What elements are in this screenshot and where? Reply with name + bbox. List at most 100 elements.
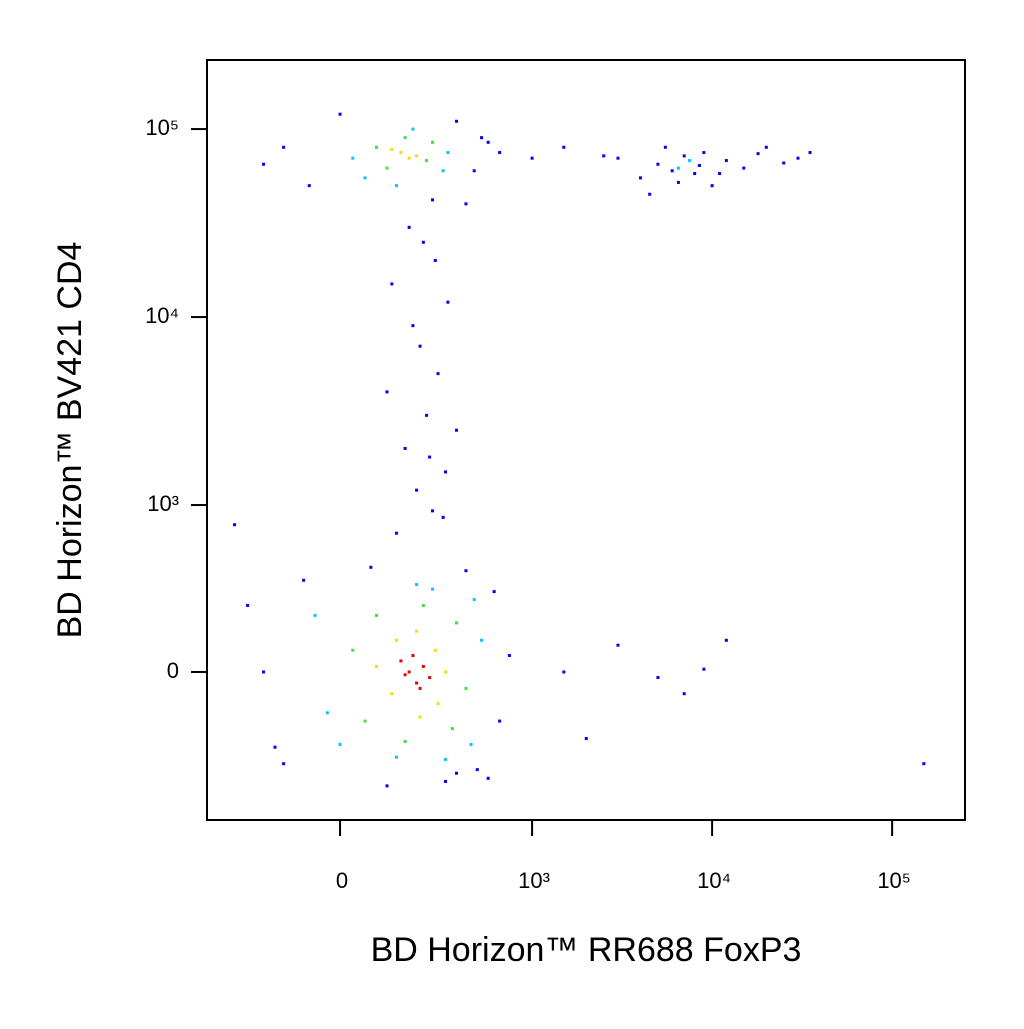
dot xyxy=(507,654,511,658)
dot xyxy=(616,156,620,160)
dot xyxy=(436,372,440,376)
dot xyxy=(307,184,311,188)
dot xyxy=(498,151,502,155)
dot xyxy=(425,413,429,417)
dot xyxy=(369,565,373,569)
dot xyxy=(670,169,674,173)
dot xyxy=(444,670,448,674)
dot xyxy=(411,127,415,131)
dot xyxy=(663,145,667,149)
dot xyxy=(464,686,468,690)
dot xyxy=(374,145,378,149)
dot xyxy=(407,670,411,674)
dot xyxy=(444,470,448,474)
dot xyxy=(418,344,422,348)
dot xyxy=(433,258,437,262)
dot xyxy=(385,784,389,788)
dot xyxy=(421,603,425,607)
dot xyxy=(374,664,378,668)
dot xyxy=(431,140,435,144)
plot-frame xyxy=(206,59,966,821)
dot xyxy=(480,638,484,642)
dot xyxy=(403,446,407,450)
dot xyxy=(390,692,394,696)
dot xyxy=(421,240,425,244)
dot xyxy=(472,598,476,602)
dot xyxy=(764,145,768,149)
dot xyxy=(313,613,317,617)
dot xyxy=(415,629,419,633)
dot xyxy=(455,428,459,432)
dot xyxy=(724,638,728,642)
x-tick-label: 10³ xyxy=(518,868,550,893)
x-tick-label: 10⁴ xyxy=(697,868,731,893)
dot xyxy=(464,202,468,206)
dot xyxy=(498,719,502,723)
dot xyxy=(464,569,468,573)
dot xyxy=(407,156,411,160)
dot xyxy=(395,531,399,535)
dot xyxy=(455,771,459,775)
dot xyxy=(444,779,448,783)
dot xyxy=(415,681,419,685)
dot xyxy=(399,659,403,663)
dot xyxy=(693,172,697,176)
dot xyxy=(710,184,714,188)
dot xyxy=(428,455,432,459)
dot xyxy=(444,757,448,761)
dot xyxy=(469,742,473,746)
y-tick-label: 10³ xyxy=(147,491,179,516)
dot xyxy=(682,154,686,158)
dot xyxy=(390,147,394,151)
dot xyxy=(602,154,606,158)
x-axis-title: BD Horizon™ RR688 FoxP3 xyxy=(371,931,802,969)
dot xyxy=(433,648,437,652)
dot xyxy=(616,643,620,647)
dot xyxy=(415,154,419,158)
y-tick-label: 0 xyxy=(167,658,179,683)
dot xyxy=(530,156,534,160)
dot xyxy=(676,166,680,170)
dot xyxy=(395,638,399,642)
dot xyxy=(282,145,286,149)
dot xyxy=(455,621,459,625)
dot xyxy=(246,603,250,607)
dot xyxy=(403,673,407,677)
dot xyxy=(676,180,680,184)
dot xyxy=(415,583,419,587)
dot xyxy=(273,745,277,749)
dot xyxy=(441,515,445,519)
dot xyxy=(562,670,566,674)
dot xyxy=(403,136,407,140)
dot xyxy=(411,324,415,328)
dot xyxy=(282,762,286,766)
dot xyxy=(262,670,266,674)
dot xyxy=(390,282,394,286)
dot xyxy=(262,162,266,166)
dot xyxy=(656,676,660,680)
dot xyxy=(697,163,701,167)
dot xyxy=(446,151,450,155)
dot xyxy=(441,169,445,173)
dot xyxy=(562,145,566,149)
dot xyxy=(718,172,722,176)
y-tick-label: 10⁵ xyxy=(145,115,179,140)
dot xyxy=(421,664,425,668)
dot xyxy=(428,676,432,680)
dot xyxy=(688,159,692,163)
dot xyxy=(418,715,422,719)
dot xyxy=(431,587,435,591)
dot xyxy=(431,509,435,513)
dot xyxy=(411,654,415,658)
dot xyxy=(742,166,746,170)
dot xyxy=(407,225,411,229)
dot xyxy=(403,740,407,744)
dot xyxy=(472,169,476,173)
dot xyxy=(425,159,429,163)
dot xyxy=(431,198,435,202)
dot xyxy=(351,156,355,160)
dot xyxy=(808,151,812,155)
dot xyxy=(638,176,642,180)
dot xyxy=(418,686,422,690)
